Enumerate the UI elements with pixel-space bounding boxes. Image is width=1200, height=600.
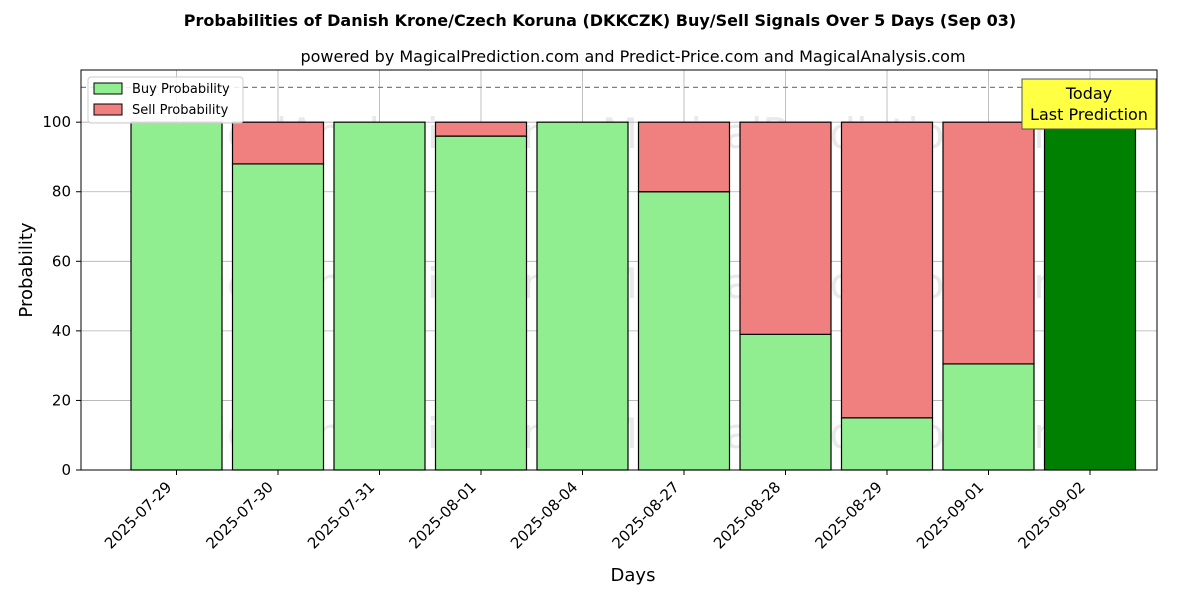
sell-bar [231,121,325,165]
buy-bar [231,163,325,471]
buy-bar [840,417,934,471]
x-tick-label: 2025-07-31 [304,478,378,552]
today-annotation: Today Last Prediction [1021,78,1157,130]
y-tick-label: 0 [61,461,71,479]
plot-frame [80,69,1158,471]
sell-bar [840,121,934,419]
y-tick-label: 60 [52,252,71,270]
y-tick-label: 80 [52,183,71,201]
buy-bar [434,135,528,471]
annotation-box [1021,78,1157,130]
legend-label: Sell Probability [132,103,229,118]
buy-bar [333,121,426,471]
legend-label: Buy Probability [132,82,230,97]
chart-subtitle: powered by MagicalPrediction.com and Pre… [300,47,965,66]
buy-bar [1043,121,1137,471]
legend: Buy Probability Sell Probability [87,76,244,124]
buy-bar [130,121,223,471]
x-tick-label: 2025-08-28 [710,478,784,552]
buy-bar [739,333,832,471]
annotation-line: Last Prediction [1030,105,1148,124]
legend-swatch [93,82,123,95]
y-tick-label: 100 [42,113,71,131]
legend-box [87,76,244,124]
x-tick-label: 2025-09-01 [913,478,987,552]
legend-swatch [93,103,123,116]
y-tick-label: 20 [52,391,71,409]
sell-bar [434,121,528,137]
x-axis-label: Days [611,565,656,586]
sell-bar [942,121,1035,365]
chart-title: Probabilities of Danish Krone/Czech Koru… [184,11,1016,30]
buy-bar [637,191,731,471]
y-tick-label: 40 [52,322,71,340]
buy-bar [942,363,1035,471]
sell-bar [739,121,832,335]
x-tick-label: 2025-07-29 [101,478,175,552]
x-tick-label: 2025-08-01 [405,478,479,552]
x-tick-label: 2025-09-02 [1014,478,1088,552]
sell-bar [637,121,731,193]
x-tick-label: 2025-07-30 [202,478,276,552]
annotation-line: Today [1065,84,1112,103]
x-tick-label: 2025-08-04 [507,478,581,552]
y-axis-label: Probability [16,222,37,317]
x-tick-label: 2025-08-29 [811,478,885,552]
buy-bar [536,121,629,471]
plot-area: MagicalAnalysis.comMagicalPrediction.com… [42,69,1158,552]
x-tick-label: 2025-08-27 [608,478,682,552]
